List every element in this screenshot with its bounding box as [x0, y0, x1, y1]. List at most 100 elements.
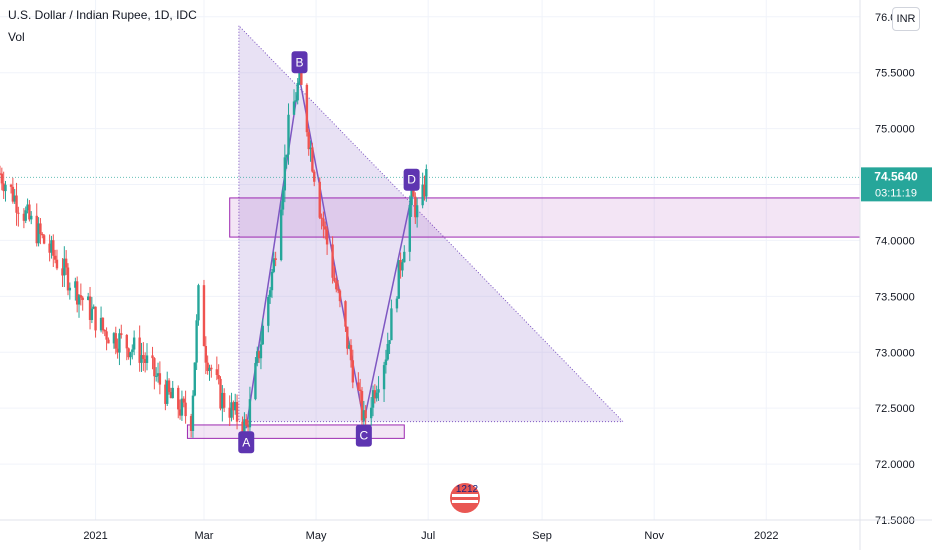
candle [112, 331, 116, 349]
candle [313, 169, 316, 187]
candle [333, 266, 336, 283]
candle [94, 306, 97, 338]
candle [180, 390, 184, 421]
candle-body [283, 157, 287, 191]
candle [309, 140, 312, 162]
candle [254, 357, 257, 401]
candle-body [74, 281, 77, 288]
candle [164, 379, 167, 411]
y-tick-label: 74.0000 [875, 235, 915, 247]
candle-body [2, 183, 5, 192]
candle [101, 317, 105, 334]
candle [151, 346, 154, 370]
candle [335, 275, 338, 293]
candle [74, 277, 77, 301]
candle [210, 364, 213, 378]
candle [285, 154, 288, 169]
candle-body [131, 349, 134, 353]
candle [283, 144, 287, 203]
candle [267, 294, 270, 333]
candle-body [61, 268, 64, 276]
candle-body [232, 402, 235, 411]
candle [167, 378, 171, 395]
candle [358, 378, 362, 404]
chart-grid [0, 0, 860, 521]
volume-label[interactable]: Vol [8, 30, 25, 44]
candle [120, 324, 123, 339]
candle [403, 245, 406, 263]
candle [30, 211, 33, 225]
candle-body [219, 378, 222, 409]
candle-body [336, 289, 340, 291]
candle [425, 164, 428, 202]
candle [166, 371, 169, 406]
candle [346, 326, 349, 355]
candle-body [116, 348, 119, 353]
candle [171, 380, 174, 399]
candle-body [344, 301, 347, 327]
candle [75, 276, 79, 313]
candle-body [401, 262, 404, 271]
candle-body [88, 296, 92, 320]
candle-body [13, 195, 16, 202]
candle [257, 350, 261, 363]
candle [105, 327, 108, 351]
candle [184, 390, 187, 424]
candle-body [268, 290, 272, 297]
candle [50, 235, 53, 259]
candle-body [53, 255, 57, 260]
symbol-title[interactable]: U.S. Dollar / Indian Rupee, 1D, IDC [8, 8, 197, 22]
candle-body [92, 306, 95, 309]
candle [140, 342, 143, 372]
candle-body [63, 258, 66, 276]
candle-body [52, 240, 55, 256]
candle [132, 330, 136, 356]
candle-body [403, 251, 406, 263]
candle [228, 395, 231, 427]
candle [143, 352, 147, 373]
candle [177, 385, 180, 419]
candle-body [94, 306, 97, 331]
candle-body [349, 345, 353, 361]
candle-body [112, 333, 116, 344]
candle-body [118, 333, 121, 353]
candle [415, 197, 419, 228]
candle [232, 400, 235, 420]
candle-body [171, 387, 174, 399]
candle [41, 232, 44, 239]
candle [90, 296, 94, 324]
currency-button[interactable]: INR [892, 7, 920, 31]
candle [268, 286, 272, 304]
candle [13, 188, 16, 204]
candle-body [193, 362, 196, 396]
candle [88, 286, 92, 330]
candle-body [245, 419, 248, 426]
candle [399, 252, 402, 279]
candle-body [41, 233, 44, 236]
candle-body [272, 258, 276, 272]
candle [156, 362, 160, 383]
candle [145, 343, 149, 371]
candle [351, 349, 355, 389]
candle-body [241, 421, 244, 435]
candle-body [248, 399, 252, 428]
candle [48, 234, 51, 262]
point-label-text: B [296, 55, 304, 69]
candle [206, 355, 209, 375]
candle [401, 258, 404, 277]
candle [397, 259, 400, 299]
candle-body [64, 258, 68, 268]
candle-body [292, 101, 296, 115]
price-badge [861, 167, 932, 202]
candle [129, 351, 132, 366]
y-tick-label: 75.0000 [875, 124, 915, 136]
candle [35, 203, 38, 247]
point-label-b: B [291, 51, 308, 74]
candle-body [414, 196, 417, 218]
candle [235, 394, 239, 430]
candle-body [22, 213, 26, 221]
candle [191, 390, 195, 438]
point-label-d: D [403, 168, 420, 191]
candle-body [77, 295, 81, 305]
